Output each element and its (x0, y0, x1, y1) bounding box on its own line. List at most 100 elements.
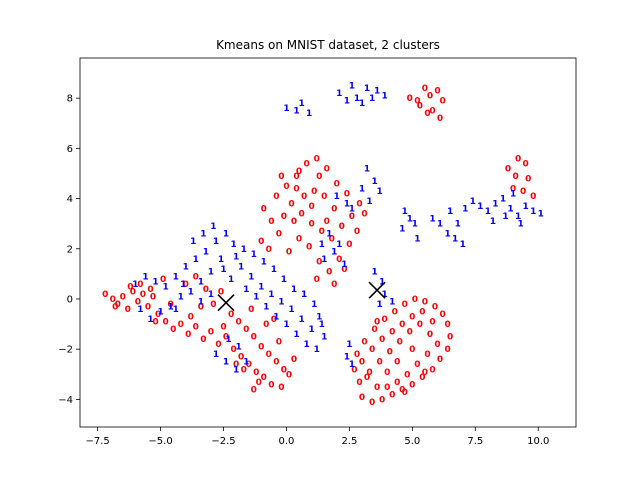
data-point: 1 (173, 305, 179, 315)
y-tick-label: −4 (58, 395, 73, 406)
data-point: 0 (283, 182, 289, 192)
centroid-layer (217, 281, 386, 312)
data-point: 0 (407, 328, 413, 338)
data-point: 1 (344, 97, 350, 107)
data-point: 1 (223, 358, 229, 368)
data-point: 1 (344, 200, 350, 210)
data-point: 1 (455, 220, 461, 230)
data-point: 0 (422, 298, 428, 308)
data-point: 0 (409, 313, 415, 323)
data-point: 0 (183, 280, 189, 290)
data-point: 0 (251, 385, 257, 395)
data-point: 0 (167, 300, 173, 310)
data-point: 1 (507, 205, 513, 215)
data-point: 0 (112, 303, 118, 313)
data-point: 1 (376, 300, 382, 310)
data-point: 1 (188, 287, 194, 297)
data-point: 0 (522, 159, 528, 169)
data-point: 1 (447, 207, 453, 217)
data-point: 1 (311, 300, 317, 310)
data-point: 0 (437, 355, 443, 365)
data-point: 1 (203, 247, 209, 257)
y-axis: −4 −2 0 2 4 6 8 (58, 94, 80, 406)
data-point: 1 (193, 255, 199, 265)
data-point: 1 (198, 277, 204, 287)
data-point: 0 (399, 320, 405, 330)
data-point: 0 (427, 330, 433, 340)
data-point: 0 (394, 378, 400, 388)
data-point: 0 (261, 373, 267, 383)
data-point: 1 (283, 320, 289, 330)
data-point: 0 (427, 92, 433, 102)
data-point: 0 (389, 390, 395, 400)
data-point: 0 (311, 187, 317, 197)
data-point: 1 (248, 272, 254, 282)
data-point: 0 (276, 230, 282, 240)
data-point: 1 (238, 262, 244, 272)
data-point: 0 (145, 303, 151, 313)
data-point: 1 (326, 230, 332, 240)
data-point: 1 (485, 207, 491, 217)
x-tick-label: 2.5 (341, 436, 357, 447)
data-point: 0 (389, 328, 395, 338)
data-point: 1 (293, 107, 299, 117)
data-point: 0 (314, 154, 320, 164)
data-point: 1 (407, 215, 413, 225)
data-point: 1 (364, 84, 370, 94)
data-point: 0 (359, 358, 365, 368)
data-point: 1 (278, 298, 284, 308)
data-point: 0 (374, 318, 380, 328)
data-point: 1 (268, 290, 274, 300)
data-point: 0 (520, 187, 526, 197)
data-point: 0 (293, 185, 299, 195)
data-point: 1 (371, 267, 377, 277)
data-point: 0 (256, 378, 262, 388)
data-point: 1 (374, 87, 380, 97)
data-point: 0 (135, 298, 141, 308)
data-point: 0 (155, 310, 161, 320)
y-tick-label: −2 (58, 345, 73, 356)
data-point: 1 (366, 197, 372, 207)
data-point: 0 (308, 220, 314, 230)
data-point: 0 (223, 333, 229, 343)
y-tick-label: 0 (67, 294, 73, 305)
plot-frame (79, 57, 577, 428)
data-point: 0 (208, 328, 214, 338)
data-point: 0 (346, 240, 352, 250)
data-point: 0 (371, 325, 377, 335)
data-point: 0 (361, 338, 367, 348)
x-tick-label: 7.5 (467, 436, 483, 447)
data-point: 1 (303, 340, 309, 350)
data-point: 0 (210, 300, 216, 310)
data-point: 1 (492, 200, 498, 210)
data-point: 0 (417, 320, 423, 330)
data-point: 0 (361, 210, 367, 220)
data-point: 0 (397, 338, 403, 348)
data-point: 0 (291, 355, 297, 365)
data-point: 0 (261, 205, 267, 215)
data-point: 0 (291, 217, 297, 227)
data-point: 1 (344, 353, 350, 363)
data-point: 1 (460, 240, 466, 250)
data-point: 1 (271, 265, 277, 275)
data-point: 1 (301, 290, 307, 300)
data-point: 0 (316, 172, 322, 182)
data-point: 0 (266, 350, 272, 360)
data-point: 0 (238, 353, 244, 363)
data-point: 0 (414, 97, 420, 107)
data-point: 1 (251, 250, 257, 260)
data-point: 0 (376, 358, 382, 368)
data-point: 0 (429, 107, 435, 117)
data-point: 0 (286, 247, 292, 257)
data-point: 1 (429, 215, 435, 225)
data-point: 0 (329, 235, 335, 245)
data-point: 0 (429, 365, 435, 375)
data-point: 0 (354, 227, 360, 237)
data-point: 0 (286, 370, 292, 380)
data-point: 0 (419, 308, 425, 318)
data-point: 0 (324, 164, 330, 174)
data-point: 0 (150, 293, 156, 303)
data-point: 0 (193, 323, 199, 333)
data-point: 0 (512, 172, 518, 182)
data-point: 1 (530, 207, 536, 217)
